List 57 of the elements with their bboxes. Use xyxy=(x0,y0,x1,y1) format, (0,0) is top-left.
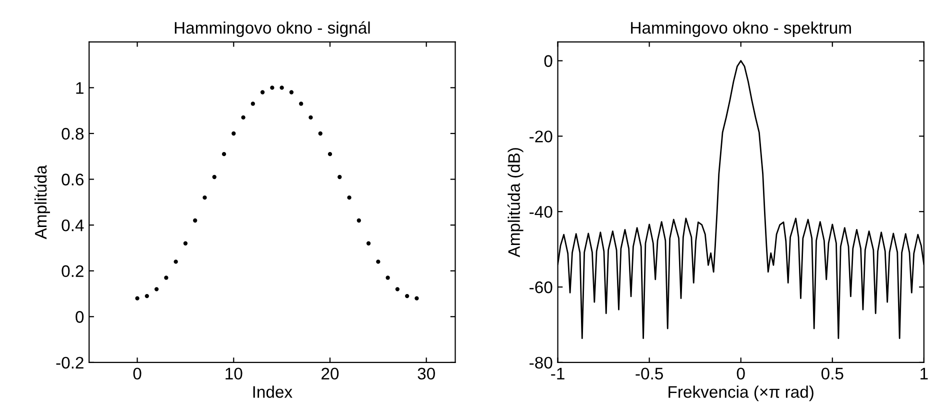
point xyxy=(347,196,352,200)
y-tick-label: -60 xyxy=(530,281,552,294)
point xyxy=(376,260,380,264)
point xyxy=(212,174,216,180)
point xyxy=(280,86,284,90)
point xyxy=(202,196,207,200)
x-tick-label: 0 xyxy=(133,368,142,380)
y-tick-label: 1 xyxy=(76,82,84,94)
x-tick-label: 10 xyxy=(226,368,242,380)
point xyxy=(328,152,332,156)
point xyxy=(135,296,140,300)
point xyxy=(366,241,371,246)
point xyxy=(395,287,400,292)
y-tick-label: -80 xyxy=(530,356,552,369)
y-tick-label: 0 xyxy=(76,311,84,323)
point xyxy=(318,131,322,136)
point xyxy=(338,174,342,180)
point xyxy=(260,90,265,94)
y-tick-label: 0.2 xyxy=(62,265,84,278)
point xyxy=(356,218,361,223)
point xyxy=(154,287,159,292)
point xyxy=(405,294,410,298)
y-tick-label: 0 xyxy=(544,55,552,67)
point xyxy=(241,115,246,120)
point xyxy=(289,90,294,94)
point xyxy=(164,276,168,280)
y-axis-title: Amplitúda (dB) xyxy=(508,148,524,258)
point xyxy=(174,260,178,264)
point xyxy=(183,241,188,246)
y-axis-title: Amplitúda xyxy=(34,165,50,240)
x-axis-title: Frekvencia (×π rad) xyxy=(668,386,814,402)
y-tick-label: 0.6 xyxy=(62,174,84,186)
y-tick-label: 0.8 xyxy=(62,128,84,140)
y-tick-label: -20 xyxy=(530,130,552,142)
chart-title: Hammingovo okno - spektrum xyxy=(631,21,851,38)
point xyxy=(386,276,390,280)
x-tick-label: 0 xyxy=(736,368,745,380)
point xyxy=(270,86,274,90)
y-tick-label: -40 xyxy=(530,206,552,218)
x-tick-label: 0.5 xyxy=(821,368,844,380)
point xyxy=(250,102,255,106)
point xyxy=(414,296,419,300)
point xyxy=(193,218,198,223)
chart-title: Hammingovo okno - signál xyxy=(174,21,370,38)
x-tick-label: 30 xyxy=(418,368,435,380)
point xyxy=(232,131,236,136)
point xyxy=(299,102,304,106)
x-tick-label: 1 xyxy=(920,368,928,380)
y-tick-label: 0.4 xyxy=(62,219,84,232)
x-tick-label: -1 xyxy=(551,368,564,380)
x-axis-title: Index xyxy=(253,386,292,398)
y-tick-label: -0.2 xyxy=(56,356,84,369)
x-tick-label: -0.5 xyxy=(636,368,663,380)
point xyxy=(308,115,313,120)
x-tick-label: 20 xyxy=(322,368,339,380)
point xyxy=(144,294,150,298)
point xyxy=(222,152,226,156)
